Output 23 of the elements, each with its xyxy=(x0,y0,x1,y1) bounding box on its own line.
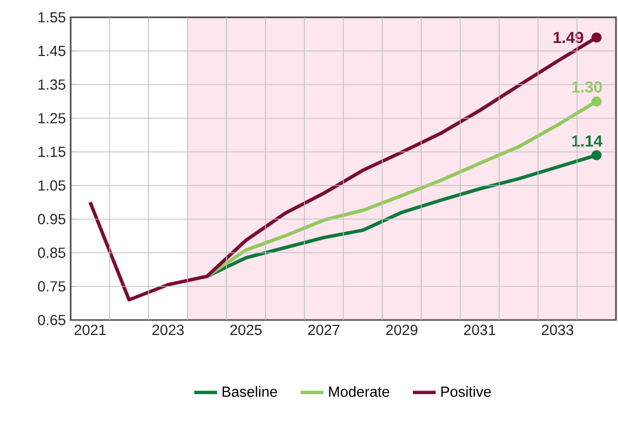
y-tick-label: 1.15 xyxy=(38,146,66,158)
y-tick-label: 1.35 xyxy=(38,80,66,90)
x-tick-label: 2029 xyxy=(386,324,418,336)
y-tick-label: 0.85 xyxy=(38,248,66,258)
data-label: 1.49 xyxy=(554,32,584,44)
y-tick-label: 1.45 xyxy=(38,46,66,56)
x-tick-label: 2021 xyxy=(74,324,106,336)
y-tick-label: 0.75 xyxy=(38,281,66,292)
y-tick-label: 0.65 xyxy=(38,314,66,326)
y-tick-label: 1.25 xyxy=(38,113,66,124)
legend-label: Positive xyxy=(441,386,491,398)
x-tick-label: 2031 xyxy=(464,324,496,336)
legend-label: Moderate xyxy=(329,386,390,398)
x-tick-label: 2023 xyxy=(152,324,184,336)
y-tick-label: 1.55 xyxy=(38,12,66,23)
data-label: 1.30 xyxy=(572,82,602,93)
y-tick-label: 1.05 xyxy=(38,180,66,191)
legend-label: Baseline xyxy=(222,386,278,398)
data-label: 1.14 xyxy=(572,136,602,147)
x-tick-label: 2027 xyxy=(308,324,340,336)
x-tick-label: 2025 xyxy=(230,324,262,336)
y-tick-label: 0.95 xyxy=(38,214,66,224)
x-tick-label: 2033 xyxy=(542,324,574,336)
